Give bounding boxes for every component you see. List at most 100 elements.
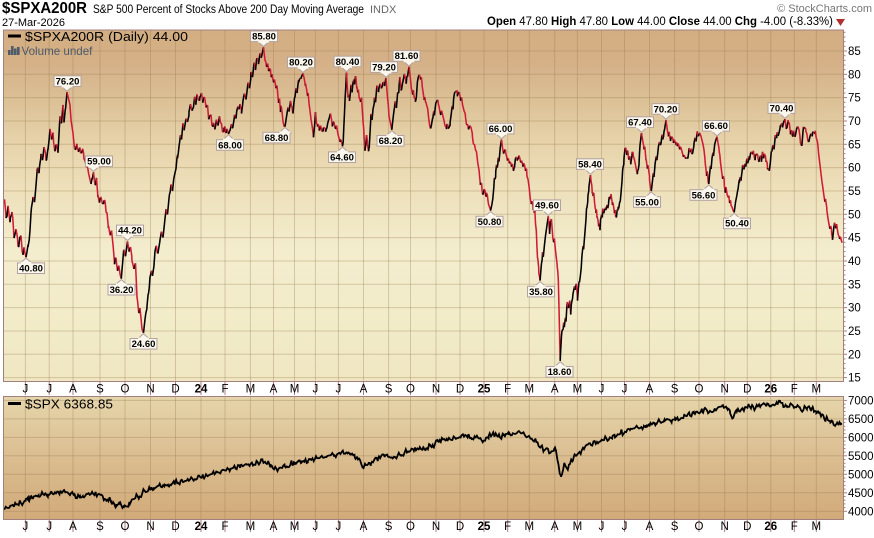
svg-text:25: 25: [478, 384, 491, 396]
svg-text:M: M: [573, 384, 583, 396]
svg-text:5500: 5500: [848, 451, 874, 463]
svg-text:J: J: [23, 521, 29, 533]
svg-text:45: 45: [848, 233, 861, 245]
svg-text:F: F: [791, 384, 798, 396]
svg-text:M: M: [525, 521, 535, 533]
svg-text:M: M: [246, 384, 256, 396]
svg-text:$SPXA200R (Daily) 44.00: $SPXA200R (Daily) 44.00: [25, 30, 188, 44]
svg-text:D: D: [456, 384, 464, 396]
svg-text:J: J: [46, 521, 52, 533]
svg-text:F: F: [504, 521, 511, 533]
svg-text:M: M: [246, 521, 256, 533]
svg-text:© StockCharts.com: © StockCharts.com: [777, 3, 872, 15]
svg-text:60: 60: [848, 163, 861, 175]
svg-text:25: 25: [848, 326, 861, 338]
svg-text:24: 24: [195, 521, 208, 533]
svg-text:66.00: 66.00: [489, 124, 513, 135]
svg-text:70: 70: [848, 116, 861, 128]
svg-text:15: 15: [848, 373, 861, 385]
svg-text:40.80: 40.80: [19, 264, 43, 275]
svg-text:58.40: 58.40: [578, 159, 602, 170]
svg-text:67.40: 67.40: [628, 117, 652, 128]
svg-text:70.20: 70.20: [654, 104, 678, 115]
svg-text:S: S: [385, 521, 393, 533]
svg-text:A: A: [69, 384, 77, 396]
svg-text:36.20: 36.20: [110, 285, 134, 296]
svg-text:S&P 500 Percent of Stocks Abov: S&P 500 Percent of Stocks Above 200 Day …: [93, 2, 364, 16]
svg-text:50: 50: [848, 209, 861, 221]
svg-text:25: 25: [478, 521, 491, 533]
svg-text:68.20: 68.20: [379, 136, 403, 147]
svg-text:50.80: 50.80: [478, 217, 502, 228]
svg-text:D: D: [456, 521, 464, 533]
svg-text:N: N: [432, 521, 440, 533]
svg-text:J: J: [599, 521, 605, 533]
svg-text:40: 40: [848, 256, 861, 268]
svg-text:35.80: 35.80: [529, 287, 553, 298]
svg-text:J: J: [313, 384, 319, 396]
svg-text:S: S: [96, 521, 104, 533]
svg-text:24: 24: [195, 384, 208, 396]
svg-text:J: J: [336, 521, 342, 533]
svg-text:5000: 5000: [848, 469, 874, 481]
svg-text:85: 85: [848, 46, 861, 58]
svg-text:Open 47.80 High 47.80 Low 44: Open 47.80 High 47.80 Low 44.00 Close 44…: [487, 14, 833, 28]
svg-text:S: S: [671, 384, 679, 396]
svg-text:68.80: 68.80: [265, 133, 289, 144]
svg-text:J: J: [46, 384, 52, 396]
svg-text:55: 55: [848, 186, 861, 198]
svg-text:O: O: [406, 521, 415, 533]
svg-text:S: S: [671, 521, 679, 533]
svg-text:66.60: 66.60: [704, 121, 728, 132]
svg-text:A: A: [646, 384, 654, 396]
svg-text:M: M: [573, 521, 583, 533]
svg-text:F: F: [221, 521, 228, 533]
svg-text:Volume undef: Volume undef: [22, 45, 94, 58]
svg-text:A: A: [69, 521, 77, 533]
svg-text:J: J: [622, 384, 628, 396]
svg-text:85.80: 85.80: [252, 32, 276, 43]
svg-text:O: O: [121, 384, 130, 396]
svg-text:N: N: [146, 521, 154, 533]
svg-text:M: M: [290, 521, 300, 533]
svg-text:A: A: [551, 384, 559, 396]
svg-text:$SPX 6368.85: $SPX 6368.85: [25, 398, 113, 412]
svg-text:76.20: 76.20: [56, 76, 80, 87]
svg-text:N: N: [146, 384, 154, 396]
svg-text:80: 80: [848, 69, 861, 81]
svg-text:80.40: 80.40: [336, 57, 360, 68]
svg-text:A: A: [270, 521, 278, 533]
svg-text:A: A: [360, 384, 368, 396]
svg-text:O: O: [695, 521, 704, 533]
svg-text:70.40: 70.40: [770, 103, 794, 114]
svg-text:A: A: [551, 521, 559, 533]
svg-text:INDX: INDX: [370, 4, 397, 16]
svg-text:4500: 4500: [848, 488, 874, 500]
svg-text:A: A: [270, 384, 278, 396]
svg-text:J: J: [622, 521, 628, 533]
svg-text:56.60: 56.60: [692, 190, 716, 201]
svg-text:N: N: [721, 384, 729, 396]
svg-text:$SPXA200R: $SPXA200R: [2, 0, 87, 17]
svg-text:20: 20: [848, 349, 861, 361]
svg-text:D: D: [171, 521, 179, 533]
svg-text:65: 65: [848, 139, 861, 151]
svg-text:44.20: 44.20: [118, 226, 142, 237]
svg-text:O: O: [695, 384, 704, 396]
svg-text:27-Mar-2026: 27-Mar-2026: [2, 17, 65, 29]
svg-text:55.00: 55.00: [635, 197, 659, 208]
svg-text:M: M: [812, 521, 822, 533]
svg-text:J: J: [313, 521, 319, 533]
svg-text:J: J: [336, 384, 342, 396]
svg-text:6000: 6000: [848, 432, 874, 444]
svg-text:50.40: 50.40: [725, 219, 749, 230]
svg-text:S: S: [96, 384, 104, 396]
svg-text:75: 75: [848, 93, 861, 105]
svg-text:18.60: 18.60: [548, 367, 572, 378]
svg-text:N: N: [721, 521, 729, 533]
svg-text:79.20: 79.20: [372, 62, 396, 73]
svg-text:J: J: [23, 384, 29, 396]
svg-text:J: J: [599, 384, 605, 396]
svg-text:30: 30: [848, 303, 861, 315]
svg-text:N: N: [432, 384, 440, 396]
